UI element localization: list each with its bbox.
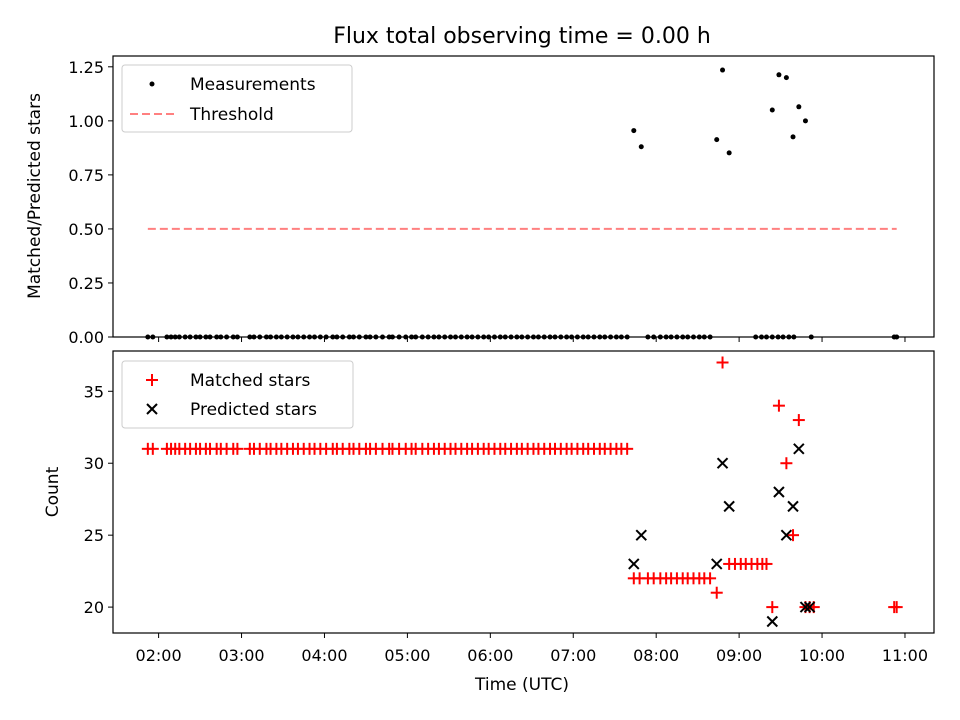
bottom-frame bbox=[112, 350, 935, 634]
matched-star-marker bbox=[787, 529, 800, 542]
predicted-star-marker bbox=[780, 529, 793, 541]
measurement-point bbox=[790, 134, 796, 140]
predicted-marker-b bbox=[799, 601, 812, 613]
top-legend: Measurements Threshold bbox=[121, 64, 353, 133]
y-tick-label: 0.50 bbox=[68, 220, 104, 239]
predicted-star-marker bbox=[635, 529, 647, 541]
matched-star-marker bbox=[780, 457, 793, 470]
y-tick-label: 35 bbox=[84, 382, 104, 401]
matched-star-marker bbox=[231, 442, 244, 455]
matched-star-marker bbox=[792, 414, 805, 427]
x-axis-label: Time (UTC) bbox=[474, 675, 569, 695]
legend-matched-label: Matched stars bbox=[190, 371, 310, 391]
legend-matched-marker bbox=[146, 374, 158, 386]
top-x-ticks bbox=[158, 337, 906, 342]
predicted-star-marker bbox=[803, 601, 816, 613]
x-tick-label: 02:00 bbox=[136, 646, 182, 665]
x-tick-label: 04:00 bbox=[301, 646, 347, 665]
predicted-star-marker bbox=[787, 500, 799, 513]
y-tick-label: 20 bbox=[84, 598, 104, 617]
predicted-star-marker bbox=[711, 558, 723, 570]
predicted-marker-b bbox=[628, 558, 640, 570]
predicted-marker-b bbox=[787, 500, 799, 513]
measurement-point bbox=[726, 150, 732, 156]
x-tick-label: 03:00 bbox=[218, 646, 264, 665]
predicted-star-marker bbox=[716, 457, 729, 469]
measurement-point bbox=[776, 72, 782, 78]
legend-threshold-label: Threshold bbox=[189, 105, 274, 125]
legend-predicted-marker bbox=[146, 403, 158, 415]
top-frame bbox=[112, 55, 935, 338]
predicted-marker-b bbox=[773, 486, 785, 498]
matched-star-marker bbox=[772, 399, 785, 412]
predicted-marker-b bbox=[723, 500, 735, 513]
top-legend-box bbox=[121, 64, 353, 133]
bottom-y-axis-label: Count bbox=[43, 466, 63, 517]
bottom-x-ticks: 02:00 03:00 04:00 05:00 06:00 07:00 08:00 09:00… bbox=[136, 633, 928, 665]
predicted-star-marker bbox=[793, 443, 805, 455]
y-tick-label: 1.00 bbox=[68, 112, 104, 131]
predicted-marker-b bbox=[635, 529, 647, 541]
y-tick-label: 0.00 bbox=[68, 328, 104, 347]
matched-star-marker bbox=[766, 601, 779, 614]
y-tick-label: 0.25 bbox=[68, 274, 104, 293]
x-tick-label: 09:00 bbox=[716, 646, 762, 665]
y-tick-label: 25 bbox=[84, 526, 104, 545]
x-tick-label: 07:00 bbox=[550, 646, 596, 665]
measurement-point bbox=[783, 75, 789, 81]
predicted-star-marker bbox=[799, 601, 812, 613]
y-tick-label: 30 bbox=[84, 454, 104, 473]
legend-predicted-label: Predicted stars bbox=[190, 400, 317, 420]
predicted-marker-b bbox=[711, 558, 723, 570]
top-y-ticks: 0.00 0.25 0.50 0.75 1.00 1.25 bbox=[68, 58, 113, 347]
predicted-star-marker bbox=[766, 615, 778, 628]
predicted-star-marker bbox=[628, 558, 640, 570]
measurement-point bbox=[802, 118, 808, 124]
bottom-legend-box bbox=[121, 360, 354, 429]
bottom-legend: Matched stars Predicted stars bbox=[121, 360, 354, 429]
x-tick-label: 06:00 bbox=[467, 646, 513, 665]
x-tick-label: 10:00 bbox=[799, 646, 845, 665]
measurement-point bbox=[796, 104, 802, 110]
predicted-marker-b bbox=[803, 601, 816, 613]
y-tick-label: 1.25 bbox=[68, 58, 104, 77]
predicted-marker-b bbox=[780, 529, 793, 541]
predicted-star-marker bbox=[773, 486, 785, 498]
legend-measurements-marker bbox=[149, 81, 155, 87]
predicted-star-marker bbox=[723, 500, 735, 513]
predicted-marker-b bbox=[766, 615, 778, 628]
measurement-point bbox=[769, 107, 775, 113]
bottom-y-ticks: 20 25 30 35 bbox=[84, 382, 113, 617]
top-panel: 0.00 0.25 0.50 0.75 1.00 1.25 Matched/Predict… bbox=[25, 55, 935, 347]
bottom-plot-content bbox=[141, 356, 903, 628]
legend-measurements-label: Measurements bbox=[190, 75, 316, 95]
matched-star-marker bbox=[890, 601, 903, 614]
matched-star-marker bbox=[716, 356, 729, 369]
x-tick-label: 05:00 bbox=[384, 646, 430, 665]
measurement-point bbox=[714, 137, 720, 143]
measurement-point bbox=[638, 144, 644, 150]
top-y-axis-label: Matched/Predicted stars bbox=[25, 93, 45, 299]
matched-star-marker bbox=[760, 557, 773, 570]
chart-title: Flux total observing time = 0.00 h bbox=[333, 24, 711, 49]
x-tick-label: 08:00 bbox=[633, 646, 679, 665]
predicted-marker-b bbox=[793, 443, 805, 455]
matched-star-marker bbox=[704, 572, 717, 585]
measurement-point bbox=[720, 67, 726, 73]
matched-star-marker bbox=[621, 442, 634, 455]
y-tick-label: 0.75 bbox=[68, 166, 104, 185]
x-tick-label: 11:00 bbox=[882, 646, 928, 665]
measurement-point bbox=[631, 128, 637, 134]
predicted-marker-b bbox=[716, 457, 729, 469]
matched-star-marker bbox=[710, 586, 723, 599]
matched-star-marker bbox=[146, 442, 159, 455]
